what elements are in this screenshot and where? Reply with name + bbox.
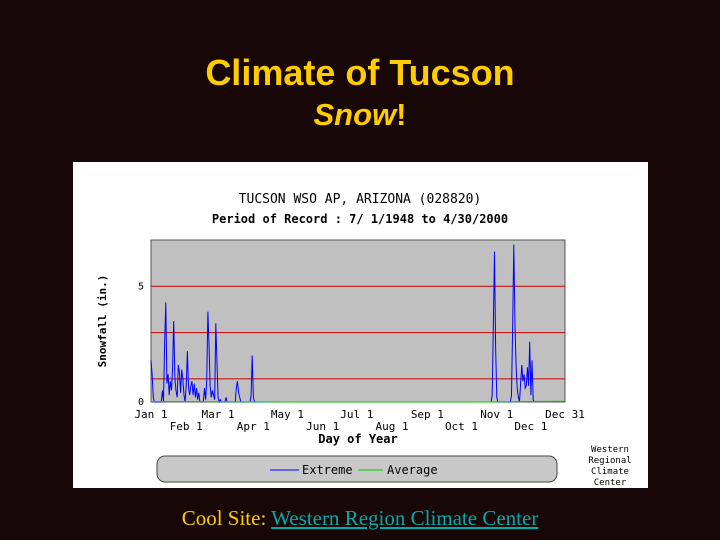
- subtitle-snow: Snow: [313, 97, 397, 132]
- x-tick-label: Mar 1: [202, 408, 235, 421]
- chart-panel: TUCSON WSO AP, ARIZONA (028820) Period of…: [73, 162, 648, 488]
- series-line-average: [150, 400, 566, 403]
- credit-text: Western: [591, 445, 629, 455]
- x-tick-label: Dec 1: [514, 420, 547, 433]
- credit-text: Climate: [591, 467, 629, 477]
- footer: Cool Site: Western Region Climate Center: [0, 506, 720, 531]
- snowfall-chart: TUCSON WSO AP, ARIZONA (028820) Period of…: [96, 192, 632, 488]
- credit-text: Center: [594, 478, 627, 488]
- x-tick-label: Sep 1: [411, 408, 444, 421]
- x-tick-label: Apr 1: [237, 420, 270, 433]
- plot-area: [150, 239, 566, 403]
- chart-subtitle: Period of Record : 7/ 1/1948 to 4/30/200…: [212, 212, 508, 226]
- credit-text: Regional: [588, 456, 631, 466]
- x-tick-label: Feb 1: [170, 420, 203, 433]
- page-subtitle: Snow!: [0, 97, 720, 133]
- legend-label-average: Average: [387, 463, 438, 477]
- subtitle-exclamation: !: [396, 97, 407, 132]
- x-tick-label: Dec 31: [545, 408, 585, 421]
- x-tick-label: Jun 1: [306, 420, 339, 433]
- series-line-extreme: [150, 244, 535, 404]
- x-tick-label: Aug 1: [376, 420, 409, 433]
- x-tick-label: Jul 1: [340, 408, 373, 421]
- footer-prefix: Cool Site:: [181, 506, 272, 530]
- page-title: Climate of Tucson: [205, 52, 515, 93]
- x-tick-label: Oct 1: [445, 420, 478, 433]
- x-tick-label: Nov 1: [480, 408, 513, 421]
- chart-title: TUCSON WSO AP, ARIZONA (028820): [239, 192, 482, 207]
- legend-label-extreme: Extreme: [302, 463, 353, 477]
- x-tick-label: May 1: [271, 408, 304, 421]
- x-tick-label: Jan 1: [134, 408, 167, 421]
- y-tick-label: 0: [138, 397, 144, 408]
- y-tick-label: 5: [138, 281, 144, 292]
- y-axis-label: Snowfall (in.): [96, 275, 109, 368]
- wrcc-link[interactable]: Western Region Climate Center: [271, 506, 539, 530]
- legend-box: [156, 455, 558, 483]
- x-axis-label: Day of Year: [318, 432, 397, 446]
